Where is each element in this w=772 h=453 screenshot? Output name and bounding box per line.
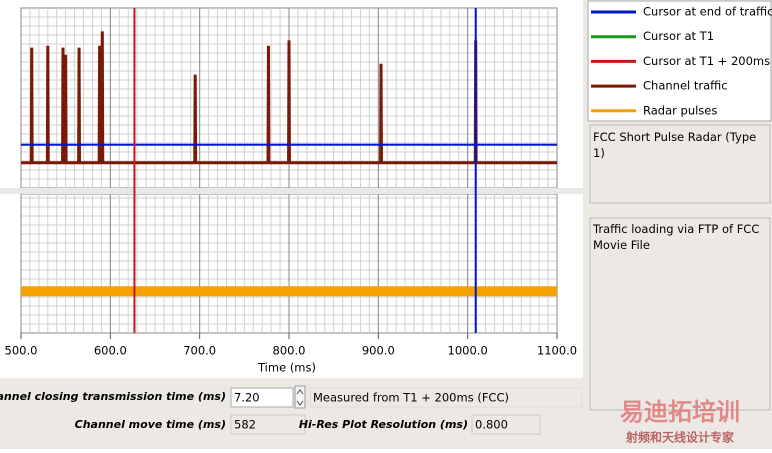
closing-note: Measured from T1 + 200ms (FCC) — [313, 391, 509, 405]
plots: 500.0 600.0 700.0 800.0 900.0 1000.0 1100.0 — [0, 7, 583, 358]
resolution-value: 0.800 — [475, 418, 508, 432]
spinner-arrows — [296, 389, 304, 406]
x-tick-label: 1000.0 — [448, 344, 488, 358]
closing-note-box — [309, 387, 583, 408]
notes: Traffic loading via FTP of FCC Movie Fil… — [593, 222, 760, 252]
x-axis-label: Time (ms) — [257, 361, 316, 375]
resolution-box — [471, 414, 541, 435]
legend-label: Cursor at end of traffic — [643, 5, 772, 19]
legend-items: Cursor at end of traffic Cursor at T1 Curs… — [591, 5, 772, 117]
description: FCC Short Pulse Radar (Type 1) — [593, 130, 757, 160]
notes-wrap: Traffic loading via FTP of FCC Movie Fil… — [593, 222, 760, 252]
x-tick-label: 500.0 — [5, 344, 38, 358]
resolution-label: Hi-Res Plot Resolution (ms) — [299, 418, 468, 431]
legend-label: Cursor at T1 — [643, 29, 714, 43]
series-line — [21, 31, 557, 165]
x-tick-label: 700.0 — [183, 344, 216, 358]
legend-label: Radar pulses — [643, 103, 717, 117]
move-value: 582 — [234, 418, 256, 432]
x-tick-label: 900.0 — [362, 344, 395, 358]
watermark-title: 易迪拓培训 — [620, 398, 740, 426]
move-box — [230, 414, 306, 435]
x-tick-label: 1100.0 — [537, 344, 577, 358]
legend-label: Cursor at T1 + 200ms — [643, 54, 770, 68]
spinner[interactable] — [294, 385, 306, 409]
closing-input[interactable] — [230, 387, 294, 408]
x-tick-label: 600.0 — [94, 344, 127, 358]
closing-value: 7.20 — [234, 391, 260, 405]
watermark-subtitle: 射频和天线设计专家 — [625, 430, 735, 445]
move-label: Channel move time (ms) — [75, 418, 226, 431]
description-wrap: FCC Short Pulse Radar (Type 1) — [593, 130, 757, 160]
closing-label: Channel closing transmission time (ms) — [0, 390, 226, 403]
x-tick-label: 800.0 — [273, 344, 306, 358]
legend-label: Channel traffic — [643, 79, 728, 93]
description-box — [589, 124, 771, 204]
plot-divider — [0, 188, 583, 194]
notes-box — [589, 217, 771, 411]
